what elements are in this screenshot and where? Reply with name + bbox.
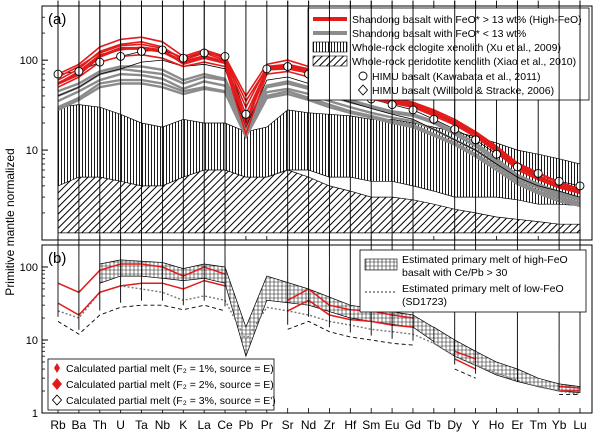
legend-dotted-label-line2: (SD1723) — [402, 296, 447, 308]
x-label-lu: Lu — [573, 418, 586, 432]
legend-dotted-label-line1: Estimated primary melt of low-FeO — [402, 283, 564, 295]
x-label-eu: Eu — [385, 418, 400, 432]
legend-a-low: Shandong basalt with FeO* < 13 wt% — [313, 28, 526, 40]
f3-line-3 — [454, 368, 476, 379]
low-feo-line-2 — [57, 78, 581, 206]
legend-a-peridotite: Whole-rock peridotite xenolith (Xiao et … — [312, 55, 576, 68]
x-label-pr: Pr — [261, 418, 273, 432]
x-label-u: U — [116, 418, 125, 432]
x-label-ba: Ba — [72, 418, 87, 432]
legend-a-eclogite: Whole-rock eclogite xenolith (Xu et al.,… — [312, 41, 561, 54]
x-label-zr: Zr — [324, 418, 335, 432]
panel-b-legend-top: Estimated primary melt of high-FeO basal… — [359, 249, 587, 313]
x-label-nb: Nb — [155, 418, 171, 432]
legend-a-himu-w: HIMU basalt (Willbold & Stracke, 2006) — [357, 84, 554, 97]
legend-eclogite-swatch — [312, 41, 348, 53]
panel-a-y-ticks: 10 100 — [20, 16, 48, 214]
x-label-th: Th — [93, 418, 107, 432]
x-label-ce: Ce — [217, 418, 233, 432]
x-label-la: La — [197, 418, 211, 432]
f1-line-5 — [559, 385, 581, 389]
legend-f2-marker — [52, 378, 62, 390]
legend-himu-w-marker — [357, 84, 369, 96]
x-label-ta: Ta — [135, 418, 148, 432]
x-label-tm: Tm — [530, 418, 547, 432]
x-label-sm: Sm — [362, 418, 380, 432]
x-label-nd: Nd — [301, 418, 316, 432]
panel-b-y-ticks: 1 10 100 — [20, 262, 48, 420]
legend-band-label-line1: Estimated primary melt of high-FeO — [402, 254, 568, 266]
panel-a-legend: Shandong basalt with FeO* > 13 wt% (High… — [307, 7, 590, 101]
a-tick-label-2: 100 — [20, 55, 38, 67]
x-label-tb: Tb — [427, 418, 441, 432]
b-tick-label-1: 1 — [32, 408, 38, 420]
x-label-y: Y — [472, 418, 480, 432]
b-tick-label-2: 10 — [26, 335, 38, 347]
legend-band-swatch — [364, 258, 398, 271]
legend-a-high: Shandong basalt with FeO* > 13 wt% (High… — [313, 14, 582, 26]
primary-melt-band-hree — [433, 326, 581, 393]
x-label-gd: Gd — [405, 418, 421, 432]
legend-peridotite-label: Whole-rock peridotite xenolith (Xiao et … — [352, 56, 576, 68]
x-label-dy: Dy — [447, 418, 462, 432]
legend-high-label: Shandong basalt with FeO* > 13 wt% (High… — [352, 14, 582, 26]
legend-b-top-box — [359, 249, 587, 313]
legend-peridotite-swatch — [312, 55, 348, 67]
x-label-k: K — [179, 418, 187, 432]
legend-f3-marker — [51, 394, 63, 406]
y-axis-label: Primitive mantle normalized — [3, 148, 17, 295]
panel-b-legend-bottom: Calculated partial melt (F₂ = 1%, source… — [47, 358, 276, 411]
x-label-yb: Yb — [552, 418, 567, 432]
f3-line-2 — [287, 320, 414, 346]
legend-himu-k-label: HIMU basalt (Kawabata et al., 2011) — [372, 71, 540, 83]
legend-a-himu-k: HIMU basalt (Kawabata et al., 2011) — [358, 71, 540, 83]
legend-band-label-line2: basalt with Ce/Pb > 30 — [402, 267, 508, 279]
f1-line-3 — [454, 350, 476, 360]
f2-line-3 — [454, 358, 476, 370]
panel-a: 10 100 (a) Shandong basalt with FeO* > 13… — [20, 0, 593, 241]
x-axis-ticks: Rb Ba Th U Ta Nb K La Ce Pb Pr Sr Nd Zr Hf Sm Eu Gd Tb Dy Y H… — [50, 236, 587, 432]
panel-a-tag: (a) — [48, 11, 66, 28]
x-label-hf: Hf — [344, 418, 357, 432]
b-tick-label-3: 100 — [20, 262, 38, 274]
x-label-er: Er — [511, 418, 523, 432]
low-feo-melt-line — [57, 285, 581, 396]
panel-b-frame — [41, 244, 593, 414]
panel-b-tag: (b) — [48, 250, 66, 267]
a-tick-label-1: 10 — [26, 145, 38, 157]
panel-b: 1 10 100 Rb Ba Th U Ta Nb K La Ce Pb Pr Sr Nd Zr Hf Sm Eu G… — [20, 0, 593, 432]
x-label-ho: Ho — [489, 418, 505, 432]
legend-low-label: Shandong basalt with FeO* < 13 wt% — [352, 28, 526, 40]
legend-b-bottom-box — [47, 358, 275, 411]
legend-f1-label: Calculated partial melt (F₂ = 1%, source… — [66, 363, 274, 375]
x-label-pb: Pb — [239, 418, 254, 432]
x-label-rb: Rb — [50, 418, 66, 432]
legend-f2-label: Calculated partial melt (F₂ = 2%, source… — [66, 379, 274, 391]
legend-f3-label: Calculated partial melt (F₂ = 3%, source… — [66, 395, 276, 407]
legend-a-box — [307, 7, 590, 101]
legend-himu-w-label: HIMU basalt (Willbold & Stracke, 2006) — [372, 85, 554, 97]
legend-himu-k-marker — [358, 71, 368, 81]
x-label-sr: Sr — [282, 418, 294, 432]
legend-f1-marker — [54, 363, 60, 373]
panel-a-bands — [57, 104, 581, 234]
low-feo-line-5 — [57, 82, 581, 207]
legend-eclogite-label: Whole-rock eclogite xenolith (Xu et al.,… — [352, 42, 561, 54]
